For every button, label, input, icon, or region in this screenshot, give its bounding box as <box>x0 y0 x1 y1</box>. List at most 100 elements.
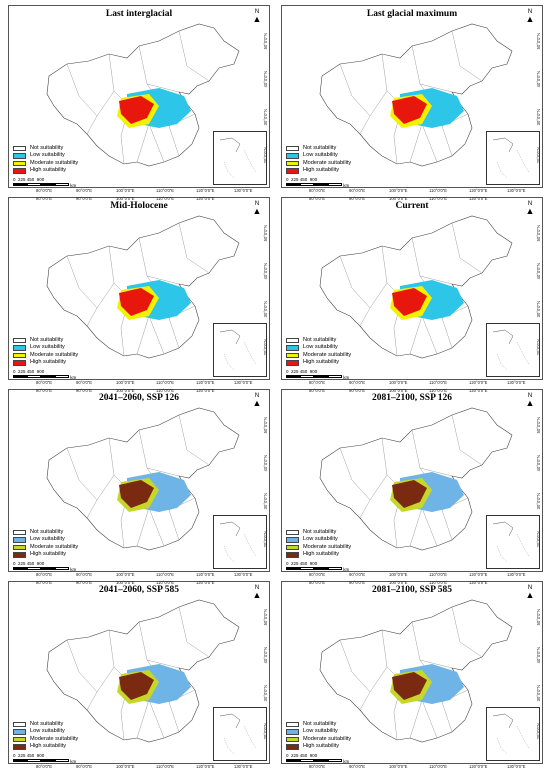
longitude-label: 110°0'0"E <box>156 196 175 201</box>
latitude-label: 50°0'0"N <box>536 225 541 242</box>
longitude-label: 100°0'0"E <box>116 380 135 385</box>
province-boundary <box>66 447 98 501</box>
north-arrow-icon: N ▲ <box>525 9 535 24</box>
legend-swatch <box>286 337 299 344</box>
legend: Not suitability Low suitability Moderate s… <box>286 529 351 559</box>
legend-swatch <box>286 736 299 743</box>
south-china-sea-inset <box>486 707 540 761</box>
legend-item: Low suitability <box>286 344 351 351</box>
longitude-label: 110°0'0"E <box>429 188 448 193</box>
longitude-label: 120°0'0"E <box>196 572 215 577</box>
latitude-label: 40°0'0"N <box>536 263 541 280</box>
longitude-label: 100°0'0"E <box>389 572 408 577</box>
legend-swatch <box>286 145 299 152</box>
china-map <box>319 215 513 359</box>
map-panel: Last interglacial N ▲ Not suitability Low su… <box>8 5 270 188</box>
legend-item: Low suitability <box>13 728 78 735</box>
legend-swatch <box>286 721 299 728</box>
longitude-label: 120°0'0"E <box>469 580 488 585</box>
legend-swatch <box>13 729 26 735</box>
longitude-label: 120°0'0"E <box>196 380 215 385</box>
legend-swatch <box>286 160 299 167</box>
province-boundary <box>451 414 483 466</box>
north-arrow-icon: N ▲ <box>252 201 262 216</box>
legend-swatch <box>286 352 299 359</box>
north-arrow-icon: N ▲ <box>525 393 535 408</box>
province-boundary <box>146 467 180 477</box>
latitude-label: 30°0'0"N <box>263 301 268 318</box>
map-panel: 2081–2100, SSP 126 N ▲ Not suitability Low s… <box>281 389 543 572</box>
province-boundary <box>419 467 453 477</box>
legend-label: Not suitability <box>303 529 337 535</box>
legend-label: High suitability <box>30 359 67 366</box>
legend-label: High suitability <box>303 359 340 366</box>
province-boundary <box>451 606 483 658</box>
legend-label: Low suitability <box>303 344 338 351</box>
scale-bar: 0 225 450 900 km <box>286 177 350 188</box>
legend-label: Low suitability <box>303 152 338 159</box>
panel-title: 2041–2060, SSP 585 <box>99 585 179 595</box>
legend-swatch <box>13 145 26 152</box>
province-boundary <box>419 275 453 285</box>
south-china-sea-inset <box>486 131 540 185</box>
high-suitability-zone <box>119 480 154 508</box>
province-boundary <box>178 414 210 466</box>
longitude-label: 120°0'0"E <box>469 188 488 193</box>
south-china-sea-inset <box>486 323 540 377</box>
latitude-label: 50°0'0"N <box>263 225 268 242</box>
china-map <box>46 215 240 359</box>
china-map <box>46 23 240 167</box>
legend-item: High suitability <box>13 551 78 558</box>
legend-swatch <box>13 337 26 344</box>
latitude-label: 30°0'0"N <box>536 493 541 510</box>
longitude-label: 90°0'0"E <box>76 580 93 585</box>
longitude-label: 120°0'0"E <box>196 580 215 585</box>
scale-bar: 0 225 450 900 km <box>286 369 350 380</box>
legend-item: Low suitability <box>286 152 351 159</box>
china-map <box>319 407 513 551</box>
province-boundary <box>419 83 453 93</box>
legend-label: Moderate suitability <box>303 735 352 742</box>
south-china-sea-inset <box>486 515 540 569</box>
china-map <box>46 407 240 551</box>
high-suitability-zone <box>119 672 154 700</box>
china-map <box>319 23 513 167</box>
panel-title: 2081–2100, SSP 126 <box>372 393 452 403</box>
longitude-label: 80°0'0"E <box>36 572 53 577</box>
longitude-label: 110°0'0"E <box>429 196 448 201</box>
legend-label: Moderate suitability <box>303 159 352 166</box>
longitude-label: 110°0'0"E <box>156 580 175 585</box>
province-boundary <box>146 83 180 93</box>
legend-swatch <box>13 529 26 536</box>
longitude-label: 80°0'0"E <box>36 188 53 193</box>
panel-title: Current <box>395 201 429 211</box>
legend-label: Not suitability <box>30 337 64 343</box>
longitude-label: 130°0'0"E <box>234 380 253 385</box>
legend-item: High suitability <box>286 551 351 558</box>
province-boundary <box>178 222 210 274</box>
longitude-label: 110°0'0"E <box>156 572 175 577</box>
latitude-label: 40°0'0"N <box>263 647 268 664</box>
longitude-label: 80°0'0"E <box>309 572 326 577</box>
panel-title: Mid-Holocene <box>110 201 168 211</box>
legend-label: Moderate suitability <box>30 735 79 742</box>
longitude-label: 120°0'0"E <box>469 572 488 577</box>
longitude-label: 90°0'0"E <box>349 388 366 393</box>
latitude-label: 50°0'0"N <box>263 417 268 434</box>
legend-item: Low suitability <box>13 152 78 159</box>
legend: Not suitability Low suitability Moderate s… <box>13 529 78 559</box>
province-boundary <box>136 315 150 355</box>
legend-label: Low suitability <box>30 152 65 159</box>
legend-label: Moderate suitability <box>303 543 352 550</box>
legend-item: High suitability <box>13 743 78 750</box>
legend-label: Not suitability <box>303 145 337 151</box>
province-boundary <box>339 447 371 501</box>
north-arrow-icon: N ▲ <box>252 393 262 408</box>
longitude-label: 90°0'0"E <box>76 380 93 385</box>
legend-swatch <box>13 160 26 167</box>
north-label: N <box>254 585 260 591</box>
latitude-label: 40°0'0"N <box>536 647 541 664</box>
longitude-label: 120°0'0"E <box>469 380 488 385</box>
north-arrow-icon: N ▲ <box>252 9 262 24</box>
legend-swatch <box>13 168 26 174</box>
